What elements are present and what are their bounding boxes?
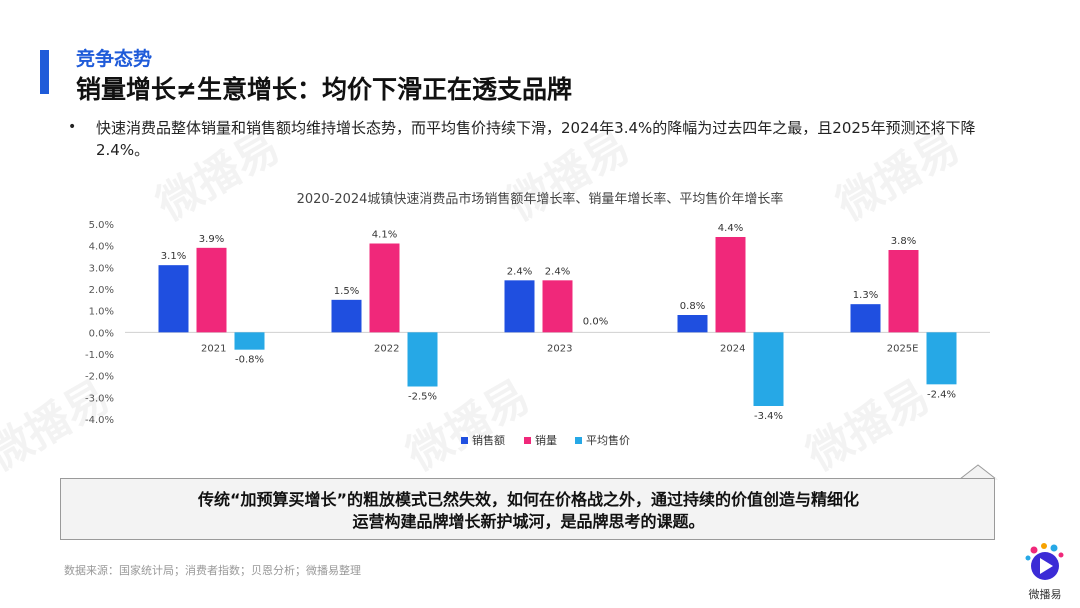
y-tick-label: 0.0% [89, 328, 114, 339]
x-tick-label: 2025E [887, 343, 919, 354]
bar [542, 280, 573, 333]
x-tick-label: 2023 [547, 343, 572, 354]
source-note: 数据来源：国家统计局；消费者指数；贝恩分析；微播易整理 [64, 564, 361, 577]
bar [715, 237, 746, 333]
callout-line-1: 传统“加预算买增长”的粗放模式已然失效，如何在价格战之外，通过持续的价值创造与精… [197, 490, 860, 509]
y-tick-label: 4.0% [89, 242, 114, 253]
brand-logo: 微播易 [1020, 540, 1070, 602]
y-tick-label: 1.0% [89, 307, 114, 318]
data-label: 0.0% [583, 316, 608, 327]
title-accent-bar [40, 50, 49, 94]
bar [158, 265, 189, 333]
data-label: -0.8% [235, 355, 264, 366]
legend-swatch [461, 437, 468, 444]
bar [677, 315, 708, 333]
x-tick-label: 2022 [374, 343, 399, 354]
data-label: 1.5% [334, 286, 359, 297]
legend-label: 销量 [535, 433, 557, 447]
bar [504, 280, 535, 333]
chart-title: 2020-2024城镇快速消费品市场销售额年增长率、销量年增长率、平均售价年增长… [296, 192, 784, 207]
bar [196, 247, 227, 333]
conclusion-callout: 传统“加预算买增长”的粗放模式已然失效，如何在价格战之外，通过持续的价值创造与精… [60, 478, 995, 540]
data-label: -2.4% [927, 389, 956, 400]
data-label: -3.4% [754, 411, 783, 422]
page-title: 销量增长≠生意增长：均价下滑正在透支品牌 [76, 75, 572, 104]
data-label: 1.3% [853, 290, 878, 301]
legend-label: 销售额 [472, 433, 505, 447]
y-tick-label: -3.0% [85, 393, 114, 404]
data-label: 3.9% [199, 234, 224, 245]
legend-swatch [524, 437, 531, 444]
data-label: 4.4% [718, 223, 743, 234]
data-label: 3.8% [891, 236, 916, 247]
bar [234, 332, 265, 350]
data-label: 0.8% [680, 301, 705, 312]
y-tick-label: 3.0% [89, 263, 114, 274]
bar [926, 332, 957, 385]
bullet-text: 快速消费品整体销量和销售额均维持增长态势，而平均售价持续下滑，2024年3.4%… [96, 119, 976, 159]
bullet-marker: • [68, 119, 77, 135]
data-label: 4.1% [372, 230, 397, 241]
y-tick-label: -1.0% [85, 350, 114, 361]
x-tick-label: 2024 [720, 343, 745, 354]
bar [888, 250, 919, 333]
bar [407, 332, 438, 387]
callout-line-2: 运营构建品牌增长新护城河，是品牌思考的课题。 [352, 512, 705, 531]
bar-chart: 5.0% 4.0% 3.0% 2.0% 1.0% 0.0% -1.0% -2.0% -3.0% -… [85, 220, 990, 447]
y-tick-label: 2.0% [89, 285, 114, 296]
legend-swatch [575, 437, 582, 444]
legend-label: 平均售价 [586, 433, 630, 447]
y-tick-label: -4.0% [85, 415, 114, 426]
data-label: 2.4% [507, 266, 532, 277]
bar [369, 243, 400, 333]
y-tick-label: -2.0% [85, 372, 114, 383]
data-label: -2.5% [408, 392, 437, 403]
bar [331, 299, 362, 333]
callout-text: 传统“加预算买增长”的粗放模式已然失效，如何在价格战之外，通过持续的价值创造与精… [61, 489, 996, 533]
data-label: 3.1% [161, 251, 186, 262]
bar [753, 332, 784, 406]
play-logo-icon [1025, 543, 1064, 580]
section-tag: 竞争态势 [76, 48, 153, 70]
bar [850, 304, 881, 333]
data-label: 2.4% [545, 266, 570, 277]
brand-name: 微播易 [1028, 588, 1062, 601]
x-tick-label: 2021 [201, 343, 226, 354]
y-tick-label: 5.0% [89, 220, 114, 231]
